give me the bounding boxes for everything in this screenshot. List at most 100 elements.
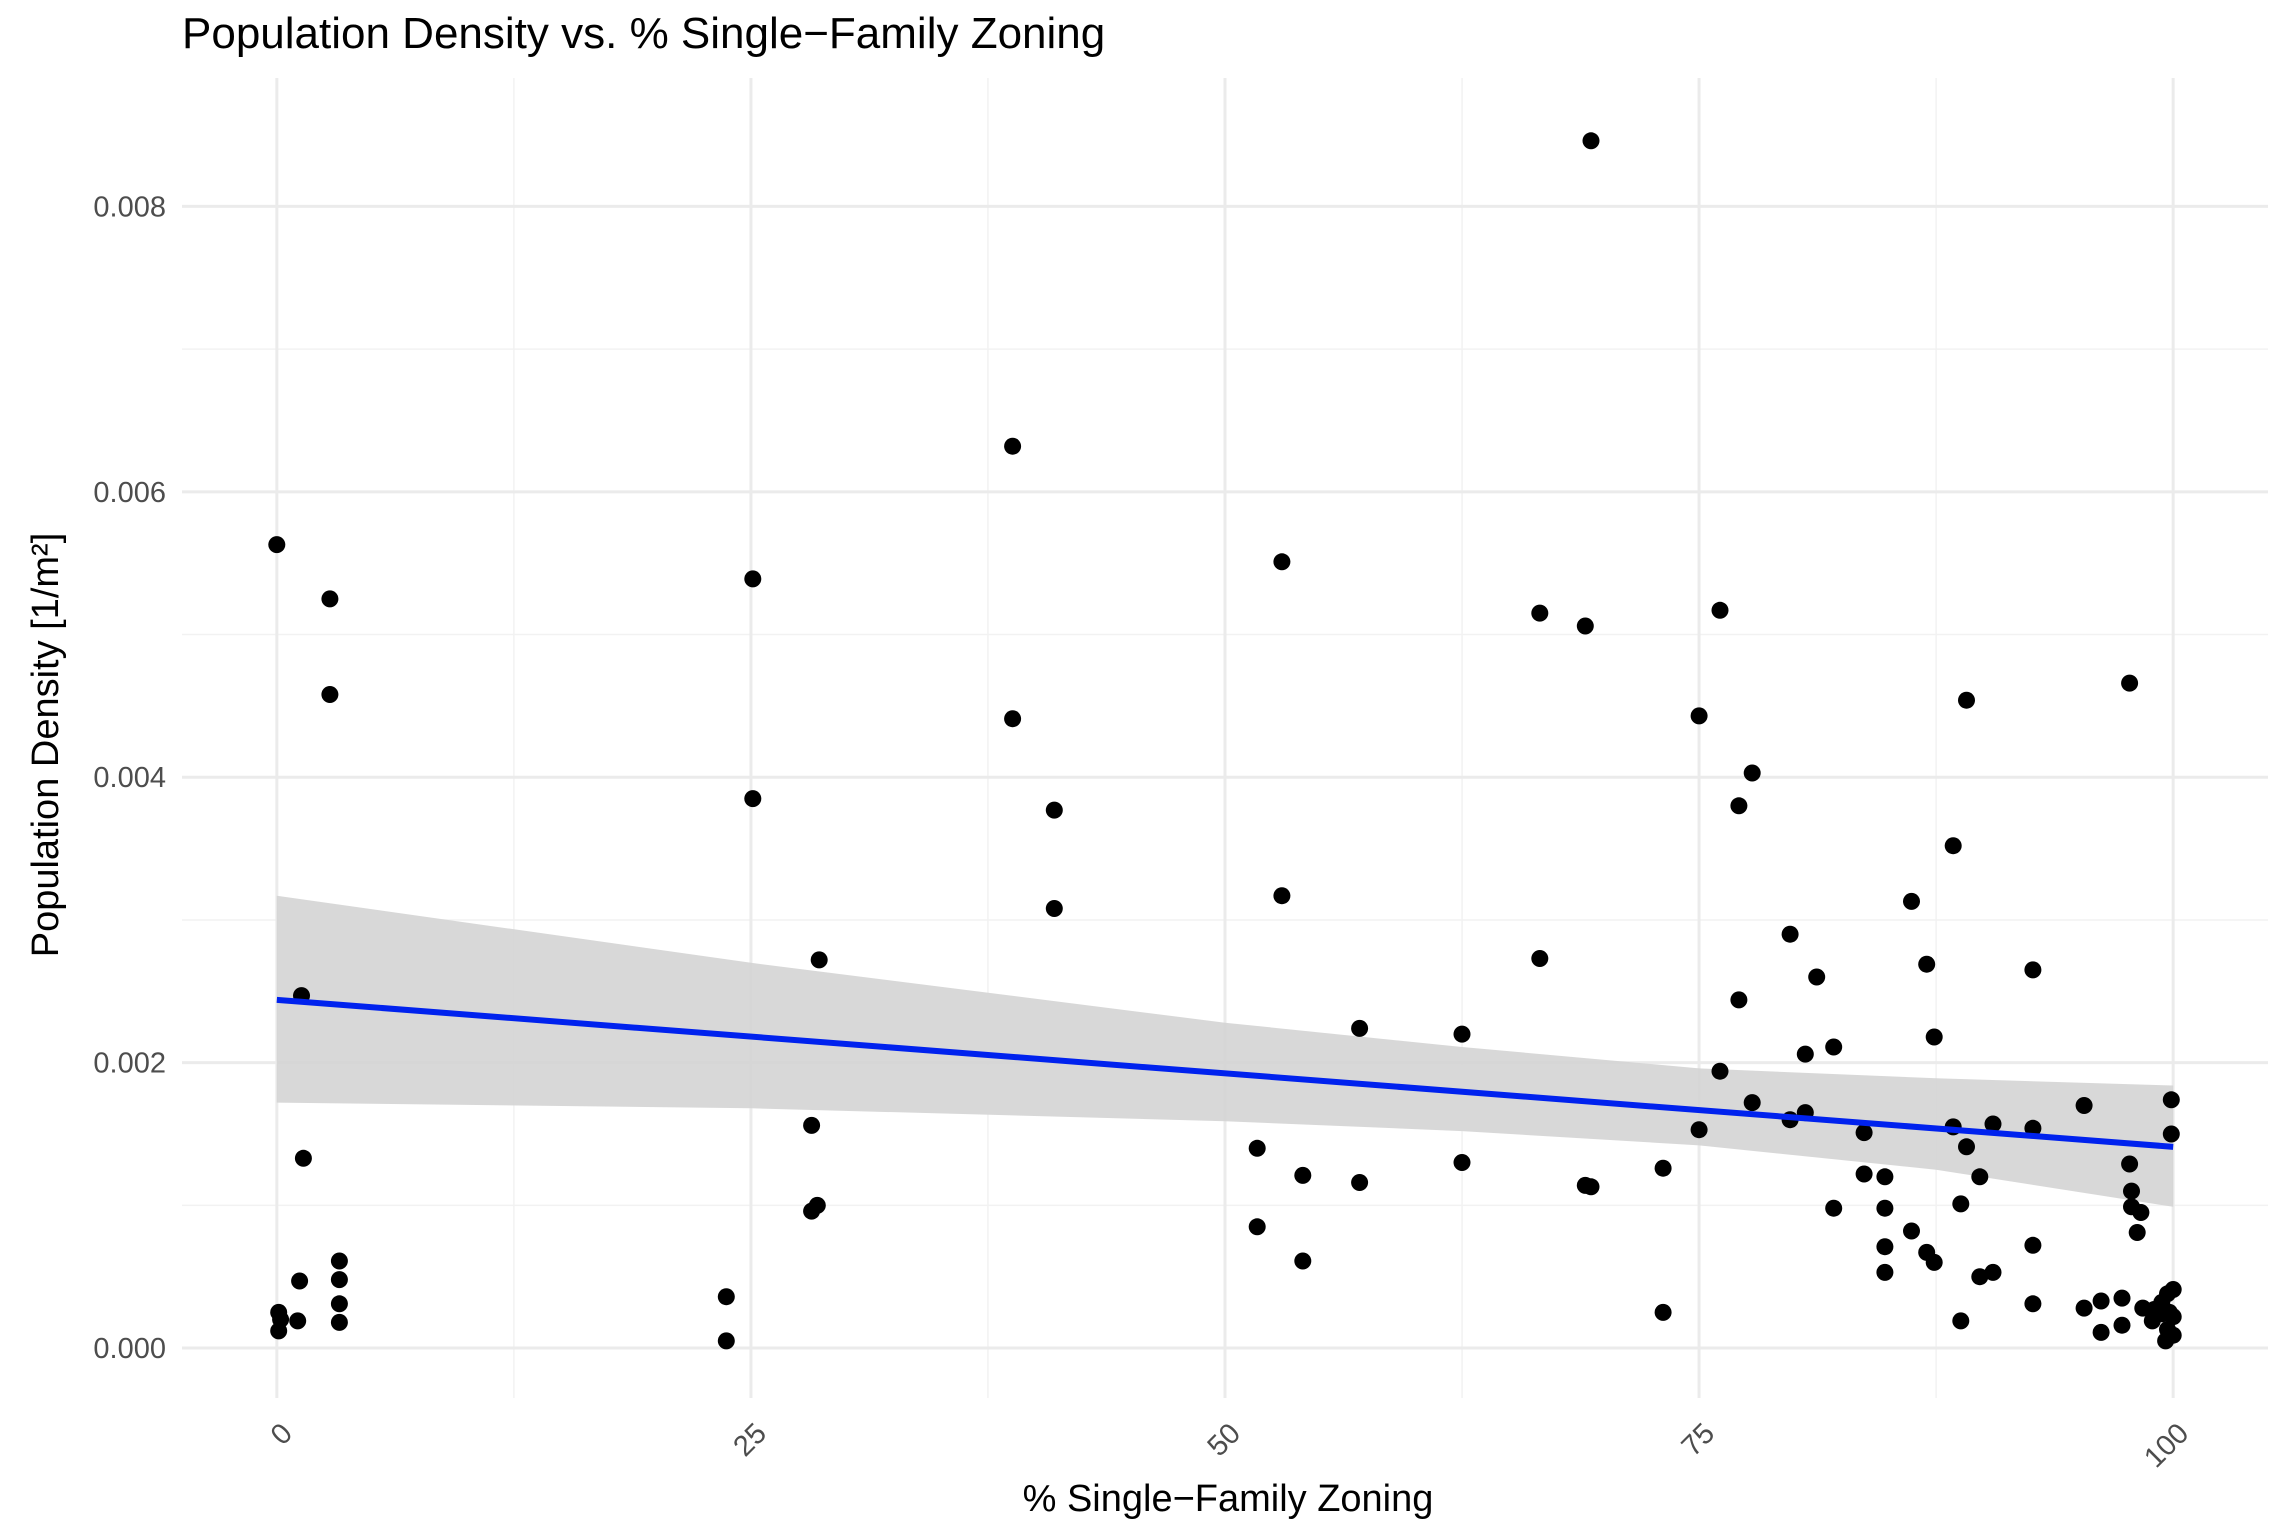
- data-point: [1730, 991, 1748, 1009]
- y-tick-label: 0.000: [93, 1333, 166, 1365]
- data-point: [2121, 674, 2139, 692]
- data-point: [744, 570, 762, 588]
- data-point: [1531, 950, 1549, 967]
- data-point: [1654, 1159, 1672, 1177]
- data-point: [1582, 132, 1600, 150]
- data-point: [1273, 553, 1291, 571]
- data-point: [1984, 1115, 2002, 1133]
- data-point: [1855, 1124, 1873, 1142]
- data-point: [1045, 801, 1063, 819]
- data-point: [810, 951, 828, 969]
- data-point: [2024, 961, 2042, 979]
- data-point: [2164, 1281, 2182, 1298]
- data-point: [2132, 1204, 2150, 1221]
- data-point: [1004, 710, 1022, 728]
- data-point: [1351, 1019, 1369, 1037]
- data-point: [1952, 1195, 1970, 1213]
- data-point: [2024, 1236, 2042, 1254]
- data-point: [1351, 1174, 1369, 1191]
- data-point: [1743, 764, 1761, 782]
- data-point: [2075, 1097, 2093, 1114]
- data-point: [2092, 1292, 2110, 1310]
- data-point: [1453, 1154, 1471, 1171]
- data-point: [268, 536, 286, 554]
- data-point: [2113, 1289, 2131, 1307]
- data-point: [2164, 1326, 2182, 1344]
- data-point: [1855, 1165, 1873, 1183]
- data-point: [330, 1252, 348, 1270]
- data-point: [1248, 1139, 1266, 1157]
- data-point: [1925, 1028, 1943, 1046]
- data-point: [1876, 1168, 1894, 1186]
- trend-line: [276, 996, 2174, 1150]
- data-point: [2162, 1091, 2180, 1109]
- data-point: [1273, 887, 1291, 905]
- data-point: [1903, 892, 1920, 910]
- data-point: [321, 686, 339, 703]
- data-point: [717, 1288, 735, 1306]
- data-point: [1971, 1268, 1989, 1286]
- data-point: [330, 1313, 348, 1331]
- y-axis-title-label: Population Density: [25, 640, 67, 957]
- data-point: [1952, 1312, 1970, 1330]
- data-point: [2162, 1125, 2180, 1143]
- data-point: [1045, 900, 1063, 917]
- data-points: [268, 132, 2182, 1350]
- data-point: [1876, 1263, 1894, 1281]
- data-point: [2113, 1316, 2131, 1334]
- y-tick-label: 0.008: [93, 191, 166, 223]
- data-point: [744, 790, 762, 808]
- data-point: [1971, 1168, 1989, 1186]
- data-point: [2121, 1155, 2139, 1173]
- data-point: [1825, 1199, 1843, 1217]
- data-point: [2123, 1182, 2140, 1200]
- data-point: [717, 1332, 735, 1350]
- data-point: [1576, 617, 1594, 635]
- y-axis-title: Population Density [1/m²]: [25, 533, 67, 958]
- data-point: [1453, 1025, 1471, 1043]
- data-point: [1903, 1222, 1920, 1240]
- y-tick-label: 0.004: [93, 762, 166, 794]
- data-point: [1654, 1303, 1672, 1321]
- data-point: [1958, 691, 1975, 709]
- data-point: [2092, 1323, 2110, 1341]
- data-point: [1711, 1062, 1729, 1080]
- data-point: [272, 1311, 290, 1328]
- x-axis-title: % Single−Family Zoning: [1023, 1478, 1434, 1520]
- data-point: [1925, 1253, 1943, 1271]
- data-point: [1796, 1045, 1814, 1063]
- data-point: [1918, 955, 1936, 973]
- chart-title: Population Density vs. % Single−Family Z…: [182, 9, 1105, 58]
- data-point: [330, 1271, 348, 1289]
- data-point: [1876, 1199, 1894, 1217]
- data-point: [1743, 1094, 1761, 1112]
- data-point: [1944, 837, 1962, 855]
- data-point: [2128, 1224, 2146, 1241]
- data-point: [1808, 968, 1826, 986]
- y-axis-title-unit: [1/m²]: [25, 533, 67, 630]
- data-point: [1781, 925, 1799, 943]
- y-axis-tick-labels: 0.000 0.002 0.004 0.006 0.008: [93, 191, 166, 1365]
- y-tick-label: 0.006: [93, 477, 166, 509]
- data-point: [1958, 1138, 1975, 1156]
- data-point: [289, 1312, 307, 1330]
- data-point: [2075, 1299, 2093, 1317]
- data-point: [1004, 437, 1022, 455]
- y-tick-label: 0.002: [93, 1048, 166, 1080]
- data-point: [1582, 1178, 1600, 1196]
- data-point: [1730, 797, 1748, 815]
- data-point: [1531, 604, 1549, 622]
- data-point: [294, 1149, 312, 1167]
- data-point: [1294, 1252, 1312, 1270]
- data-point: [1248, 1218, 1266, 1236]
- data-point: [330, 1295, 348, 1313]
- data-point: [1876, 1238, 1894, 1256]
- data-point: [1690, 1121, 1708, 1139]
- data-point: [1984, 1263, 2002, 1281]
- data-point: [2024, 1295, 2042, 1313]
- data-point: [808, 1196, 826, 1214]
- data-point: [1294, 1166, 1312, 1184]
- data-point: [1825, 1038, 1843, 1056]
